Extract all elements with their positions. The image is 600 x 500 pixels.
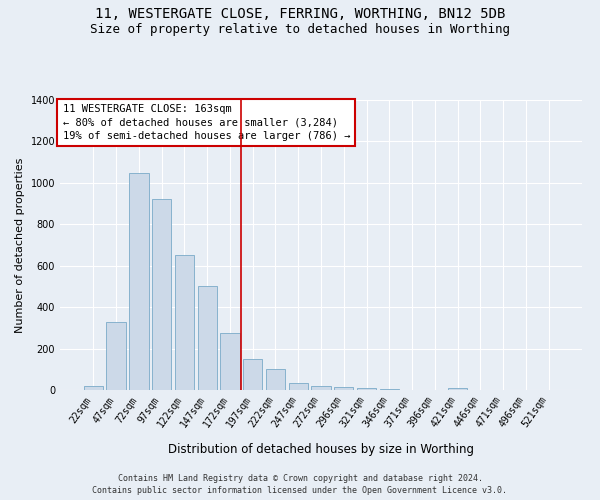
Bar xyxy=(311,386,331,390)
Bar xyxy=(129,172,149,390)
Bar xyxy=(84,386,103,390)
Bar xyxy=(266,370,285,390)
Bar xyxy=(289,383,308,390)
Bar xyxy=(152,200,172,390)
Text: Contains HM Land Registry data © Crown copyright and database right 2024.
Contai: Contains HM Land Registry data © Crown c… xyxy=(92,474,508,495)
Bar xyxy=(243,359,262,390)
Bar xyxy=(175,256,194,390)
Bar xyxy=(448,388,467,390)
Bar xyxy=(197,286,217,390)
Bar xyxy=(380,389,399,390)
Text: 11 WESTERGATE CLOSE: 163sqm
← 80% of detached houses are smaller (3,284)
19% of : 11 WESTERGATE CLOSE: 163sqm ← 80% of det… xyxy=(62,104,350,141)
Text: Distribution of detached houses by size in Worthing: Distribution of detached houses by size … xyxy=(168,442,474,456)
Bar xyxy=(106,322,126,390)
Text: 11, WESTERGATE CLOSE, FERRING, WORTHING, BN12 5DB: 11, WESTERGATE CLOSE, FERRING, WORTHING,… xyxy=(95,8,505,22)
Bar xyxy=(220,333,239,390)
Bar xyxy=(357,388,376,390)
Y-axis label: Number of detached properties: Number of detached properties xyxy=(15,158,25,332)
Text: Size of property relative to detached houses in Worthing: Size of property relative to detached ho… xyxy=(90,22,510,36)
Bar xyxy=(334,387,353,390)
